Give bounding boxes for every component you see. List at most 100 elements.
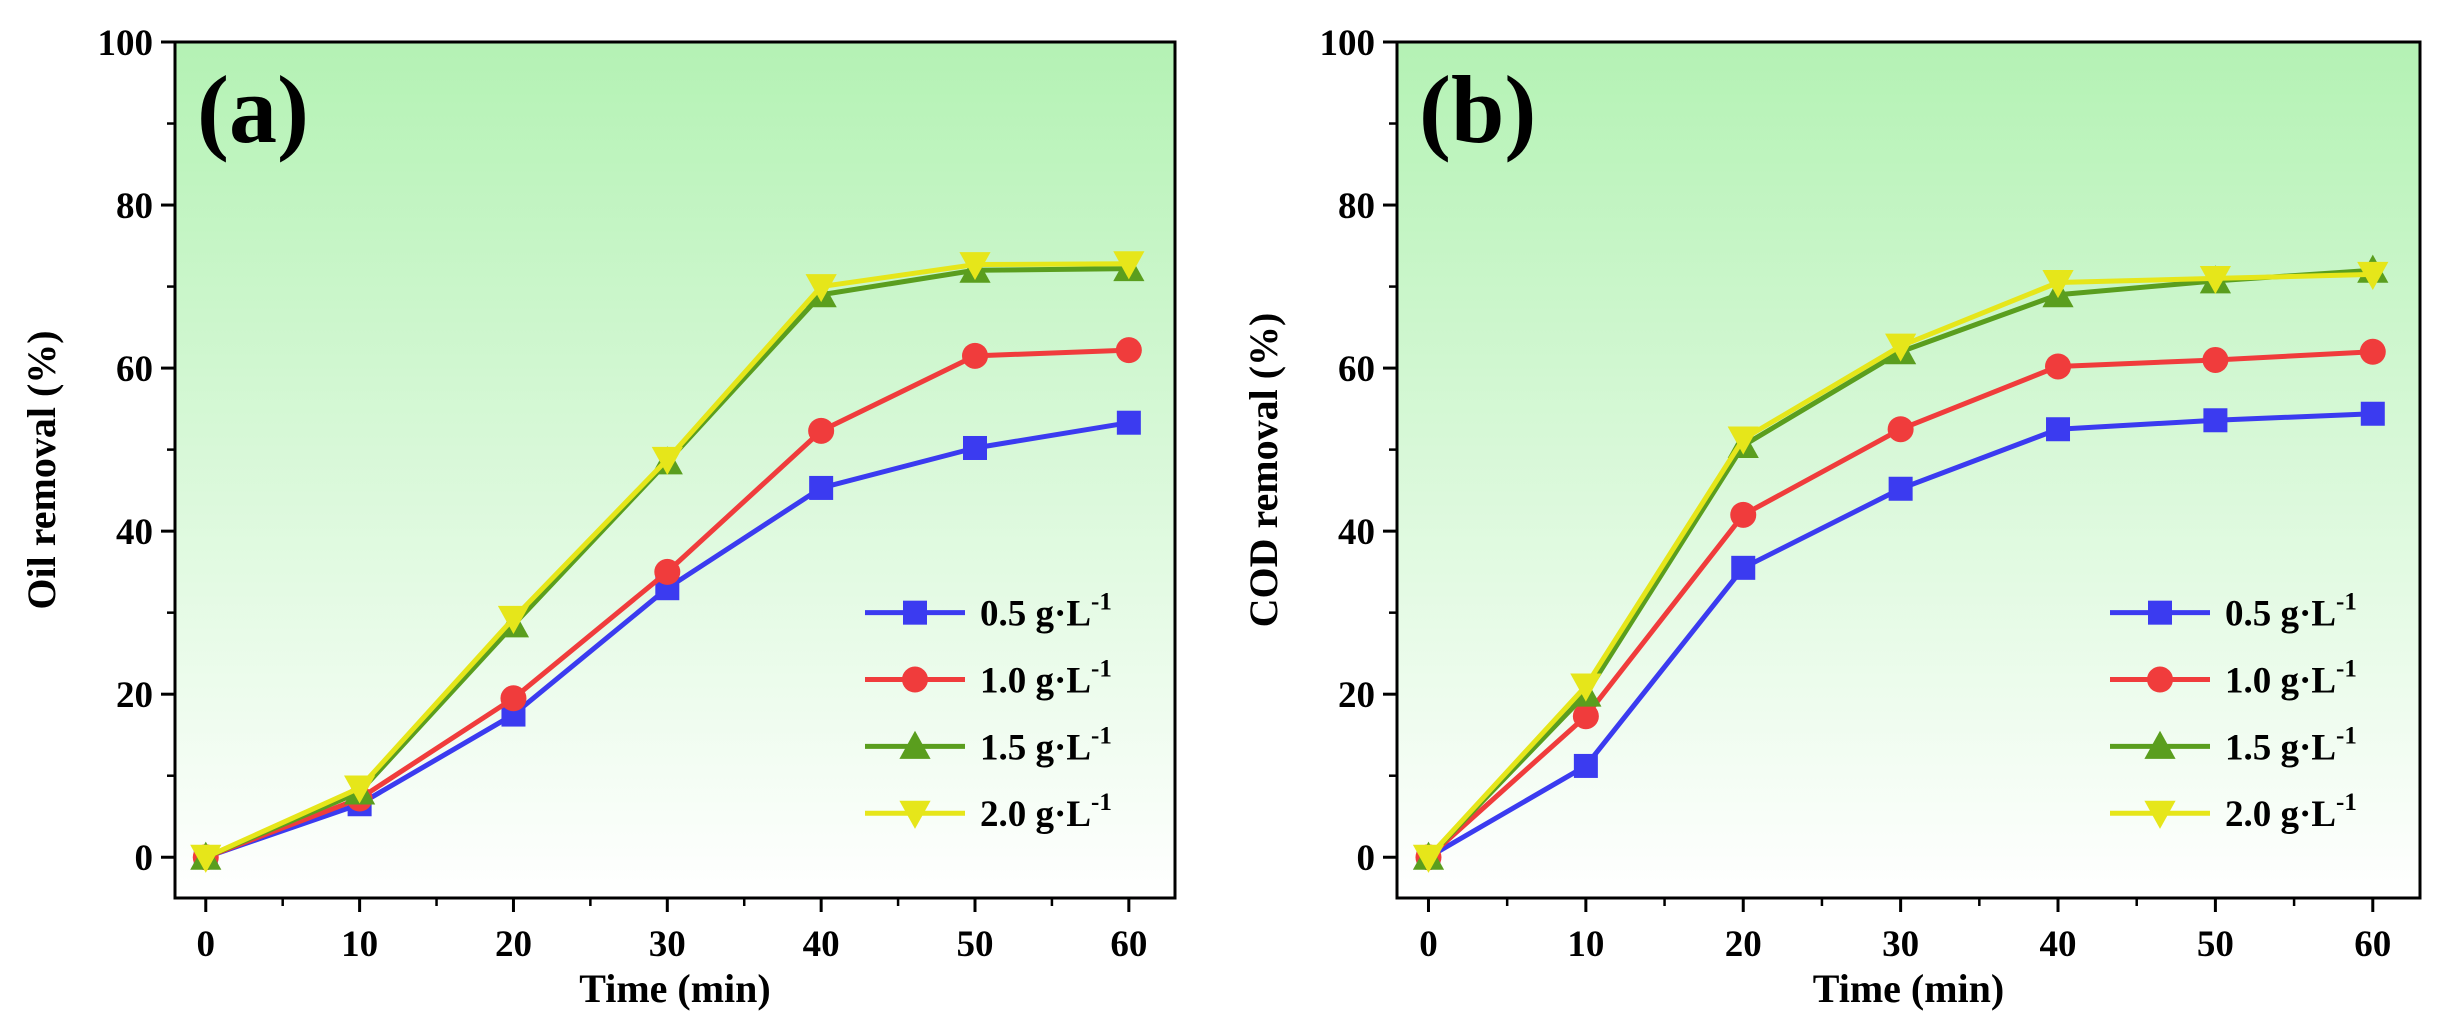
data-point xyxy=(1887,416,1914,443)
data-point xyxy=(1727,426,1759,455)
data-point xyxy=(651,446,683,476)
x-tick-label: 50 xyxy=(957,924,994,965)
y-axis-title: Oil removal (%) xyxy=(19,330,64,609)
y-axis-title: COD removal (%) xyxy=(1241,313,1286,628)
data-point xyxy=(962,342,988,369)
legend-item-4: 2.0 g·L-1 xyxy=(865,789,1112,835)
legend-superscript: -1 xyxy=(1091,722,1112,749)
x-tick-label: 50 xyxy=(2197,924,2234,965)
legend-item-2: 1.0 g·L-1 xyxy=(2110,656,2357,702)
legend-marker xyxy=(899,800,931,829)
data-point xyxy=(497,605,530,634)
legend-marker xyxy=(2148,600,2172,625)
x-tick-label: 40 xyxy=(2040,924,2077,965)
panel-label: (b) xyxy=(1419,56,1536,163)
y-tick-label: 0 xyxy=(135,838,154,879)
plot-area xyxy=(1397,42,2420,898)
legend-marker xyxy=(899,730,931,759)
legend-item-3: 1.5 g·L-1 xyxy=(865,722,1112,768)
legend-item-2: 1.0 g·L-1 xyxy=(865,656,1112,702)
legend-label: 2.0 g·L-1 xyxy=(2225,789,2357,835)
data-point xyxy=(2199,265,2231,295)
legend-superscript: -1 xyxy=(1091,789,1112,816)
data-point xyxy=(809,475,834,500)
legend-marker xyxy=(902,666,928,693)
data-point xyxy=(2357,261,2389,290)
x-tick-label: 10 xyxy=(1567,924,1604,965)
y-tick-label: 100 xyxy=(1320,23,1376,64)
data-point xyxy=(808,417,835,444)
data-point xyxy=(2046,417,2071,442)
y-tick-label: 20 xyxy=(116,675,153,716)
x-tick-label: 30 xyxy=(649,924,686,965)
legend-item-3: 1.5 g·L-1 xyxy=(2110,722,2357,768)
x-tick-label: 30 xyxy=(1882,924,1919,965)
data-point xyxy=(1572,703,1599,730)
legend-marker xyxy=(2144,800,2176,829)
legend-superscript: -1 xyxy=(2336,722,2357,749)
legend-superscript: -1 xyxy=(2336,589,2357,616)
y-tick-label: 100 xyxy=(98,23,154,64)
panel-label: (a) xyxy=(197,56,309,163)
x-axis-title: Time (min) xyxy=(1813,966,2004,1011)
y-tick-label: 80 xyxy=(116,186,153,227)
data-point xyxy=(2360,401,2385,426)
axes-frame xyxy=(1395,40,2422,900)
x-tick-label: 20 xyxy=(1725,924,1762,965)
chart-panel-2: 0 10 20 30 40 50 60 0 20 40 60 80 100 Time (min) COD r… xyxy=(1241,23,2422,1011)
legend-item-1: 0.5 g·L-1 xyxy=(865,589,1112,635)
legend: 0.5 g·L-1 1.0 g·L-1 1.5 g·L-1 2.0 g·L-1 xyxy=(865,589,1112,835)
data-point xyxy=(2042,270,2074,299)
data-point xyxy=(1885,333,1917,362)
legend-label: 2.0 g·L-1 xyxy=(980,789,1112,835)
data-point xyxy=(2045,353,2072,380)
x-tick-label: 0 xyxy=(1419,924,1438,965)
data-point xyxy=(344,775,376,804)
data-point xyxy=(500,685,527,712)
data-point xyxy=(1573,753,1598,778)
x-axis-title: Time (min) xyxy=(579,966,770,1011)
y-tick-label: 20 xyxy=(1338,675,1375,716)
legend-label: 1.5 g·L-1 xyxy=(2225,722,2357,768)
y-tick-label: 80 xyxy=(1338,186,1375,227)
data-point xyxy=(654,558,681,585)
y-tick-label: 60 xyxy=(116,349,153,390)
x-tick-label: 40 xyxy=(803,924,840,965)
legend-label: 0.5 g·L-1 xyxy=(2225,589,2357,635)
y-tick-label: 40 xyxy=(1338,512,1375,553)
data-point xyxy=(959,252,991,281)
data-point xyxy=(1412,844,1445,873)
x-tick-label: 10 xyxy=(341,924,378,965)
data-point xyxy=(2202,346,2229,373)
data-point xyxy=(1888,476,1913,501)
data-point xyxy=(1570,673,1602,702)
legend-item-1: 0.5 g·L-1 xyxy=(2110,589,2357,635)
x-tick-label: 60 xyxy=(2354,924,2391,965)
data-point xyxy=(2359,338,2386,365)
legend-marker xyxy=(903,600,927,625)
x-tick-label: 0 xyxy=(197,924,216,965)
y-tick-label: 60 xyxy=(1338,349,1375,390)
data-point xyxy=(1731,555,1756,580)
x-tick-label: 20 xyxy=(495,924,532,965)
legend-superscript: -1 xyxy=(2336,789,2357,816)
legend-label: 1.5 g·L-1 xyxy=(980,722,1112,768)
y-tick-label: 40 xyxy=(116,512,153,553)
legend-label: 1.0 g·L-1 xyxy=(2225,656,2357,702)
data-point xyxy=(805,274,837,303)
legend-marker xyxy=(2144,730,2176,759)
axes-frame xyxy=(173,40,1177,900)
legend-item-4: 2.0 g·L-1 xyxy=(2110,789,2357,835)
chart-panel-1: 0 10 20 30 40 50 60 0 20 40 60 80 100 Time (min) Oil r… xyxy=(19,23,1177,1011)
legend-superscript: -1 xyxy=(1091,656,1112,683)
legend-superscript: -1 xyxy=(1091,589,1112,616)
data-point xyxy=(1730,501,1757,528)
legend-label: 1.0 g·L-1 xyxy=(980,656,1112,702)
data-point xyxy=(1115,337,1142,364)
legend-marker xyxy=(2147,666,2173,693)
data-point xyxy=(1113,251,1145,280)
x-tick-label: 60 xyxy=(1110,924,1147,965)
data-point xyxy=(1116,410,1141,435)
data-point xyxy=(2203,408,2228,433)
